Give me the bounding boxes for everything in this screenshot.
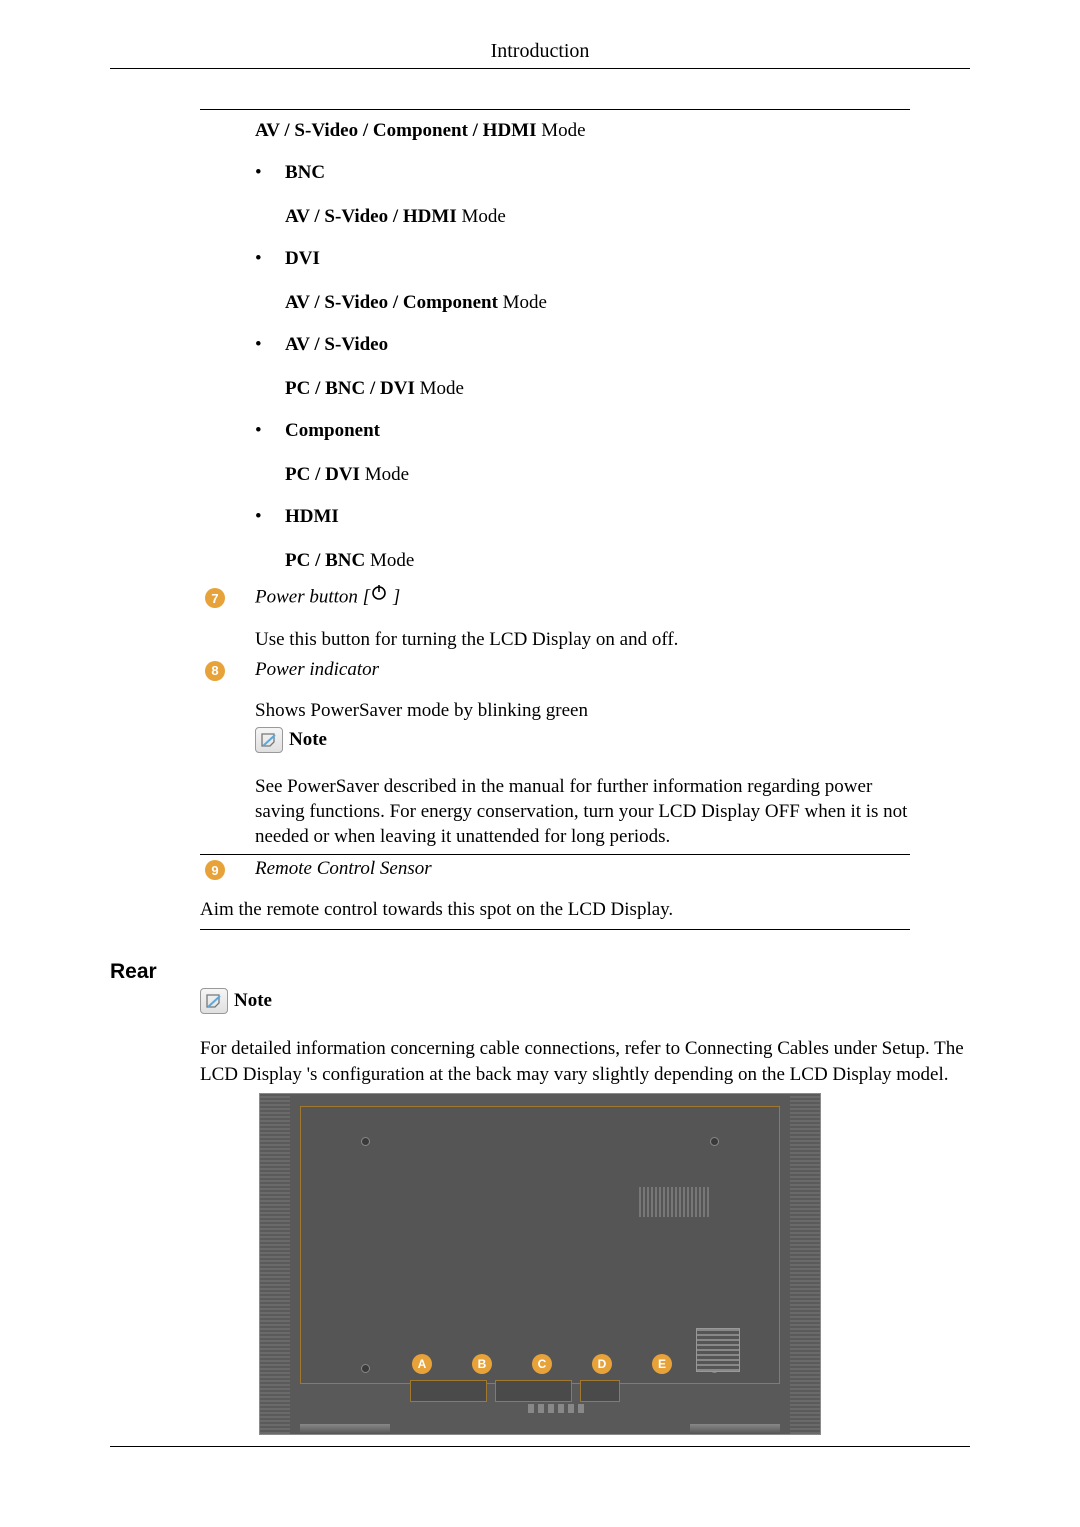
screw-icon bbox=[361, 1137, 370, 1146]
grid-icon bbox=[696, 1328, 740, 1372]
diagram-side-right bbox=[790, 1094, 820, 1434]
vent-icon bbox=[639, 1187, 709, 1217]
page: { "header": "Introduction", "intro_mode"… bbox=[0, 0, 1080, 1527]
mode-title: HDMI bbox=[285, 506, 339, 528]
diagram-base bbox=[300, 1380, 780, 1424]
diagram-badge-d: D bbox=[592, 1354, 612, 1374]
rear-note: Note bbox=[200, 988, 970, 1014]
footer-rule bbox=[110, 1446, 970, 1447]
mode-prefix: AV / S-Video / Component bbox=[285, 292, 498, 313]
section-remote-sensor: 9 Remote Control Sensor bbox=[200, 854, 910, 880]
stand-icon bbox=[690, 1424, 780, 1434]
section-title-post: ] bbox=[388, 586, 400, 607]
stand-icon bbox=[300, 1424, 390, 1434]
mode-sub: PC / DVI Mode bbox=[285, 464, 910, 486]
slot-icon bbox=[410, 1380, 487, 1402]
badge-cell: 7 bbox=[200, 586, 230, 608]
pin-icon bbox=[578, 1404, 584, 1413]
note-body: See PowerSaver described in the manual f… bbox=[255, 775, 910, 849]
diagram-badges: A B C D E bbox=[412, 1354, 672, 1374]
mode-title: AV / S-Video bbox=[285, 334, 388, 356]
diagram-slots bbox=[410, 1380, 620, 1402]
mode-prefix: PC / BNC / DVI bbox=[285, 378, 415, 399]
diagram-badge-e: E bbox=[652, 1354, 672, 1374]
bullet-icon: • bbox=[255, 506, 285, 528]
mode-title: Component bbox=[285, 420, 380, 442]
mode-item: •Component bbox=[255, 420, 910, 442]
note-icon bbox=[200, 988, 228, 1014]
mode-sub: PC / BNC Mode bbox=[285, 550, 910, 572]
mode-suffix: Mode bbox=[457, 206, 506, 227]
page-header: Introduction bbox=[110, 40, 970, 69]
screw-icon bbox=[710, 1137, 719, 1146]
mode-suffix: Mode bbox=[498, 292, 547, 313]
mode-prefix: PC / DVI bbox=[285, 464, 360, 485]
note-line: Note bbox=[200, 988, 970, 1014]
mode-sub: AV / S-Video / HDMI Mode bbox=[285, 206, 910, 228]
rear-heading: Rear bbox=[110, 960, 970, 984]
diagram-badge-a: A bbox=[412, 1354, 432, 1374]
pin-icon bbox=[558, 1404, 564, 1413]
note-line: Note bbox=[255, 727, 910, 753]
rear-panel-diagram: A B C D E bbox=[259, 1093, 821, 1435]
section-power-button: 7 Power button [ ] bbox=[200, 586, 910, 610]
bullet-icon: • bbox=[255, 162, 285, 184]
badge-cell: 9 bbox=[200, 858, 230, 880]
slot-icon bbox=[495, 1380, 572, 1402]
badge-cell: 8 bbox=[200, 659, 230, 681]
diagram-side-left bbox=[260, 1094, 290, 1434]
diagram-badge-b: B bbox=[472, 1354, 492, 1374]
diagram-badge-c: C bbox=[532, 1354, 552, 1374]
badge-9: 9 bbox=[205, 860, 225, 880]
bullet-icon: • bbox=[255, 334, 285, 356]
mode-title: BNC bbox=[285, 162, 325, 184]
intro-mode-line: AV / S-Video / Component / HDMI Mode bbox=[255, 120, 910, 142]
mode-suffix: Mode bbox=[415, 378, 464, 399]
section-title: Power indicator bbox=[255, 659, 379, 681]
content-block: AV / S-Video / Component / HDMI Mode •BN… bbox=[200, 109, 910, 930]
intro-mode-prefix: AV / S-Video / Component / HDMI bbox=[255, 120, 537, 141]
mode-prefix: AV / S-Video / HDMI bbox=[285, 206, 457, 227]
pin-icon bbox=[528, 1404, 534, 1413]
power-icon bbox=[370, 583, 388, 607]
note-label: Note bbox=[234, 990, 272, 1012]
rear-image-wrap: A B C D E bbox=[110, 1093, 970, 1435]
slot-icon bbox=[580, 1380, 620, 1402]
bullet-icon: • bbox=[255, 420, 285, 442]
screw-icon bbox=[361, 1364, 370, 1373]
section-body: Use this button for turning the LCD Disp… bbox=[255, 628, 910, 653]
section-body: Shows PowerSaver mode by blinking green bbox=[255, 699, 910, 724]
bullet-icon: • bbox=[255, 248, 285, 270]
mode-suffix: Mode bbox=[360, 464, 409, 485]
rear-text: For detailed information concerning cabl… bbox=[200, 1036, 970, 1087]
mode-sub: AV / S-Video / Component Mode bbox=[285, 292, 910, 314]
badge-7: 7 bbox=[205, 588, 225, 608]
mode-item: •DVI bbox=[255, 248, 910, 270]
section-title: Remote Control Sensor bbox=[255, 858, 432, 880]
section-power-indicator: 8 Power indicator bbox=[200, 659, 910, 681]
pin-icon bbox=[568, 1404, 574, 1413]
mode-sub: PC / BNC / DVI Mode bbox=[285, 378, 910, 400]
intro-mode-suffix: Mode bbox=[537, 120, 586, 141]
section-body: Aim the remote control towards this spot… bbox=[200, 898, 910, 930]
pin-icon bbox=[548, 1404, 554, 1413]
mode-suffix: Mode bbox=[365, 550, 414, 571]
section-title: Power button [ ] bbox=[255, 586, 400, 610]
mode-item: •HDMI bbox=[255, 506, 910, 528]
section-title-pre: Power button [ bbox=[255, 586, 370, 607]
note-label: Note bbox=[289, 729, 327, 751]
mode-item: •BNC bbox=[255, 162, 910, 184]
note-icon bbox=[255, 727, 283, 753]
mode-prefix: PC / BNC bbox=[285, 550, 365, 571]
pin-icon bbox=[538, 1404, 544, 1413]
diagram-pins bbox=[528, 1404, 584, 1413]
mode-title: DVI bbox=[285, 248, 320, 270]
badge-8: 8 bbox=[205, 661, 225, 681]
mode-item: •AV / S-Video bbox=[255, 334, 910, 356]
